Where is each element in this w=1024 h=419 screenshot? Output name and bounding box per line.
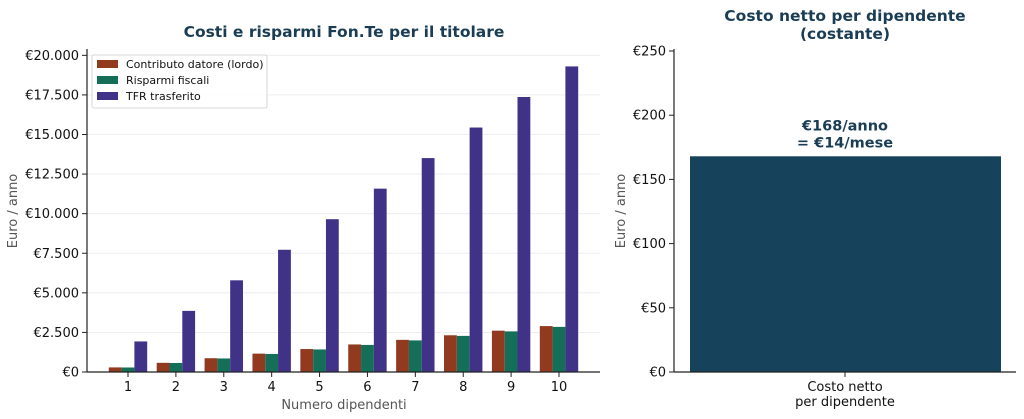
right-y-tick-label: €250	[633, 45, 666, 60]
bar-contributo-7	[396, 339, 409, 372]
left-y-tick-label: €2.500	[34, 326, 80, 341]
bar-costo-netto	[690, 156, 1001, 372]
bar-risparmi-9	[504, 331, 518, 372]
left-y-tick-label: €15.000	[25, 128, 79, 143]
right-chart-title-line2: (costante)	[800, 25, 890, 43]
right-y-tick-label: €100	[633, 237, 666, 252]
bar-tfr-9	[517, 96, 531, 372]
bar-tfr-10	[565, 66, 579, 373]
legend-swatch-contributo	[97, 60, 118, 68]
bar-contributo-4	[252, 353, 266, 372]
annotation-line1: €168/anno	[801, 118, 888, 134]
left-x-tick-label: 7	[411, 380, 419, 395]
bar-tfr-2	[182, 310, 196, 372]
bar-contributo-10	[539, 326, 553, 372]
right-y-tick-label: €50	[641, 301, 666, 316]
right-chart-title-line1: Costo netto per dipendente	[724, 7, 965, 25]
bar-contributo-1	[108, 367, 122, 372]
bar-tfr-1	[134, 341, 148, 372]
left-bars	[108, 66, 579, 373]
bar-contributo-8	[444, 335, 457, 372]
right-y-tick-label: €200	[633, 109, 666, 124]
left-x-tick-label: 5	[315, 380, 323, 395]
left-x-ticks: 1 2 3 4 5 6 7 8 9 10	[124, 372, 567, 395]
left-y-tick-label: €7.500	[34, 247, 80, 262]
left-x-axis-label: Numero dipendenti	[281, 398, 406, 413]
bar-tfr-6	[373, 188, 387, 372]
right-y-tick-label: €150	[633, 173, 666, 188]
left-x-tick-label: 6	[363, 380, 371, 395]
left-x-tick-label: 1	[124, 380, 132, 395]
legend-frame	[91, 54, 268, 109]
bar-risparmi-7	[408, 340, 422, 372]
bar-tfr-4	[278, 249, 291, 372]
legend-swatch-tfr	[97, 92, 118, 100]
legend: Contributo datore (lordo) Risparmi fisca…	[91, 54, 268, 109]
bar-contributo-9	[491, 330, 505, 372]
left-x-tick-label: 3	[220, 380, 228, 395]
bar-tfr-7	[421, 158, 435, 372]
left-chart: Costi e risparmi Fon.Te per il titolare …	[6, 23, 600, 413]
left-x-tick-label: 4	[268, 380, 276, 395]
left-y-axis-label: Euro / anno	[6, 174, 21, 249]
legend-swatch-risparmi	[97, 76, 118, 84]
left-chart-title: Costi e risparmi Fon.Te per il titolare	[184, 23, 505, 41]
right-x-tick-label-line2: per dipendente	[795, 395, 895, 410]
left-y-tick-label: €12.500	[25, 168, 79, 183]
right-y-ticks: €0 €50 €100 €150 €200 €250	[633, 45, 674, 381]
bar-risparmi-6	[361, 344, 374, 372]
bar-contributo-3	[204, 358, 218, 372]
bar-risparmi-8	[456, 335, 470, 372]
right-y-axis-label: Euro / anno	[614, 174, 629, 249]
bar-risparmi-10	[552, 326, 566, 372]
bar-tfr-5	[325, 219, 339, 372]
left-x-tick-label: 9	[507, 380, 515, 395]
bar-risparmi-5	[313, 349, 326, 372]
bar-tfr-8	[469, 127, 483, 373]
right-x-tick-label-line1: Costo netto	[807, 380, 882, 395]
legend-label-risparmi: Risparmi fiscali	[126, 74, 209, 87]
annotation-line2: = €14/mese	[797, 135, 893, 151]
bar-risparmi-3	[217, 358, 231, 372]
bar-contributo-5	[300, 349, 314, 372]
left-y-tick-label: €5.000	[34, 286, 80, 301]
right-y-tick-label: €0	[649, 366, 666, 381]
bar-contributo-2	[156, 362, 170, 372]
left-y-tick-label: €10.000	[25, 207, 79, 222]
right-bars	[690, 156, 1001, 372]
left-y-tick-label: €17.500	[25, 88, 79, 103]
left-y-tick-label: €0	[62, 366, 79, 381]
right-chart: Costo netto per dipendente (costante) €0…	[614, 7, 1016, 410]
bar-risparmi-1	[121, 367, 135, 372]
bar-risparmi-2	[169, 362, 183, 372]
left-x-tick-label: 2	[172, 380, 180, 395]
bar-contributo-6	[348, 344, 362, 372]
bar-tfr-3	[230, 280, 243, 372]
legend-label-contributo: Contributo datore (lordo)	[126, 58, 264, 71]
left-y-ticks: €0 €2.500 €5.000 €7.500 €10.000 €12.500 €15.00…	[25, 49, 87, 381]
left-y-tick-label: €20.000	[25, 49, 79, 64]
bar-risparmi-4	[265, 353, 279, 372]
left-x-tick-label: 8	[459, 380, 467, 395]
legend-label-tfr: TFR trasferito	[125, 90, 201, 103]
left-x-tick-label: 10	[551, 380, 568, 395]
